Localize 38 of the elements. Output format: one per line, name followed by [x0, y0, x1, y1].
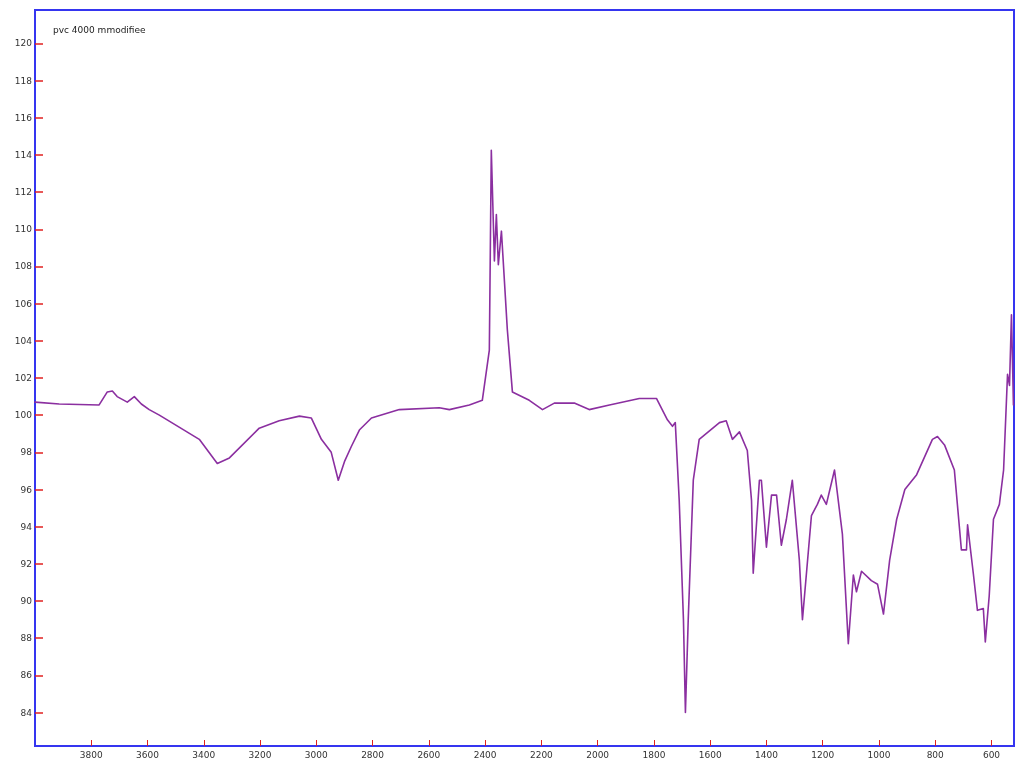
y-tick-label: 110: [14, 224, 33, 235]
x-tick-label: 3200: [248, 749, 272, 760]
y-tick-label: 88: [20, 633, 33, 644]
text: pvc 4000 mmodifiee: [53, 24, 147, 35]
x-tick-label: 3400: [192, 749, 216, 760]
y-tick-label: 86: [20, 670, 33, 681]
y-tick-label: 90: [20, 596, 33, 607]
y-tick-label: 94: [20, 521, 33, 532]
y-tick-label: 114: [14, 149, 33, 160]
x-tick-label: 2400: [473, 749, 497, 760]
x-tick-label: 1400: [754, 749, 779, 760]
y-tick-label: 84: [20, 707, 33, 718]
x-tick-label: 2200: [529, 749, 554, 760]
line-series: [34, 149, 1015, 714]
y-tick-label: 118: [14, 75, 33, 86]
y-tick-label: 104: [14, 335, 33, 346]
y-tick-label: 108: [14, 261, 33, 272]
y-tick-label: 102: [14, 373, 32, 383]
y-tick-label: 98: [20, 447, 33, 458]
y-tick-label: 96: [20, 484, 33, 495]
x-tick-label: 1600: [698, 749, 722, 760]
y-tick-label: 116: [14, 112, 33, 123]
x-tick-label: 3000: [304, 749, 329, 760]
x-tick-label: 2800: [361, 749, 385, 760]
y-tick-label: 106: [14, 298, 33, 309]
x-tick-label: 3600: [136, 749, 160, 760]
x-tick-label: 1200: [811, 749, 835, 760]
x-tick-label: 600: [982, 749, 1001, 760]
x-tick-label: 1000: [867, 749, 891, 760]
x-tick-label: 2600: [417, 749, 441, 760]
y-tick-label: 112: [14, 187, 32, 198]
x-tick-label: 800: [926, 749, 945, 760]
y-tick-label: 120: [14, 38, 33, 49]
y-tick-label: 92: [20, 558, 32, 569]
x-tick-label: 2000: [586, 749, 610, 760]
x-tick-label: 3800: [79, 749, 103, 760]
x-tick-label: 1800: [642, 749, 666, 760]
y-tick-label: 100: [14, 410, 33, 421]
